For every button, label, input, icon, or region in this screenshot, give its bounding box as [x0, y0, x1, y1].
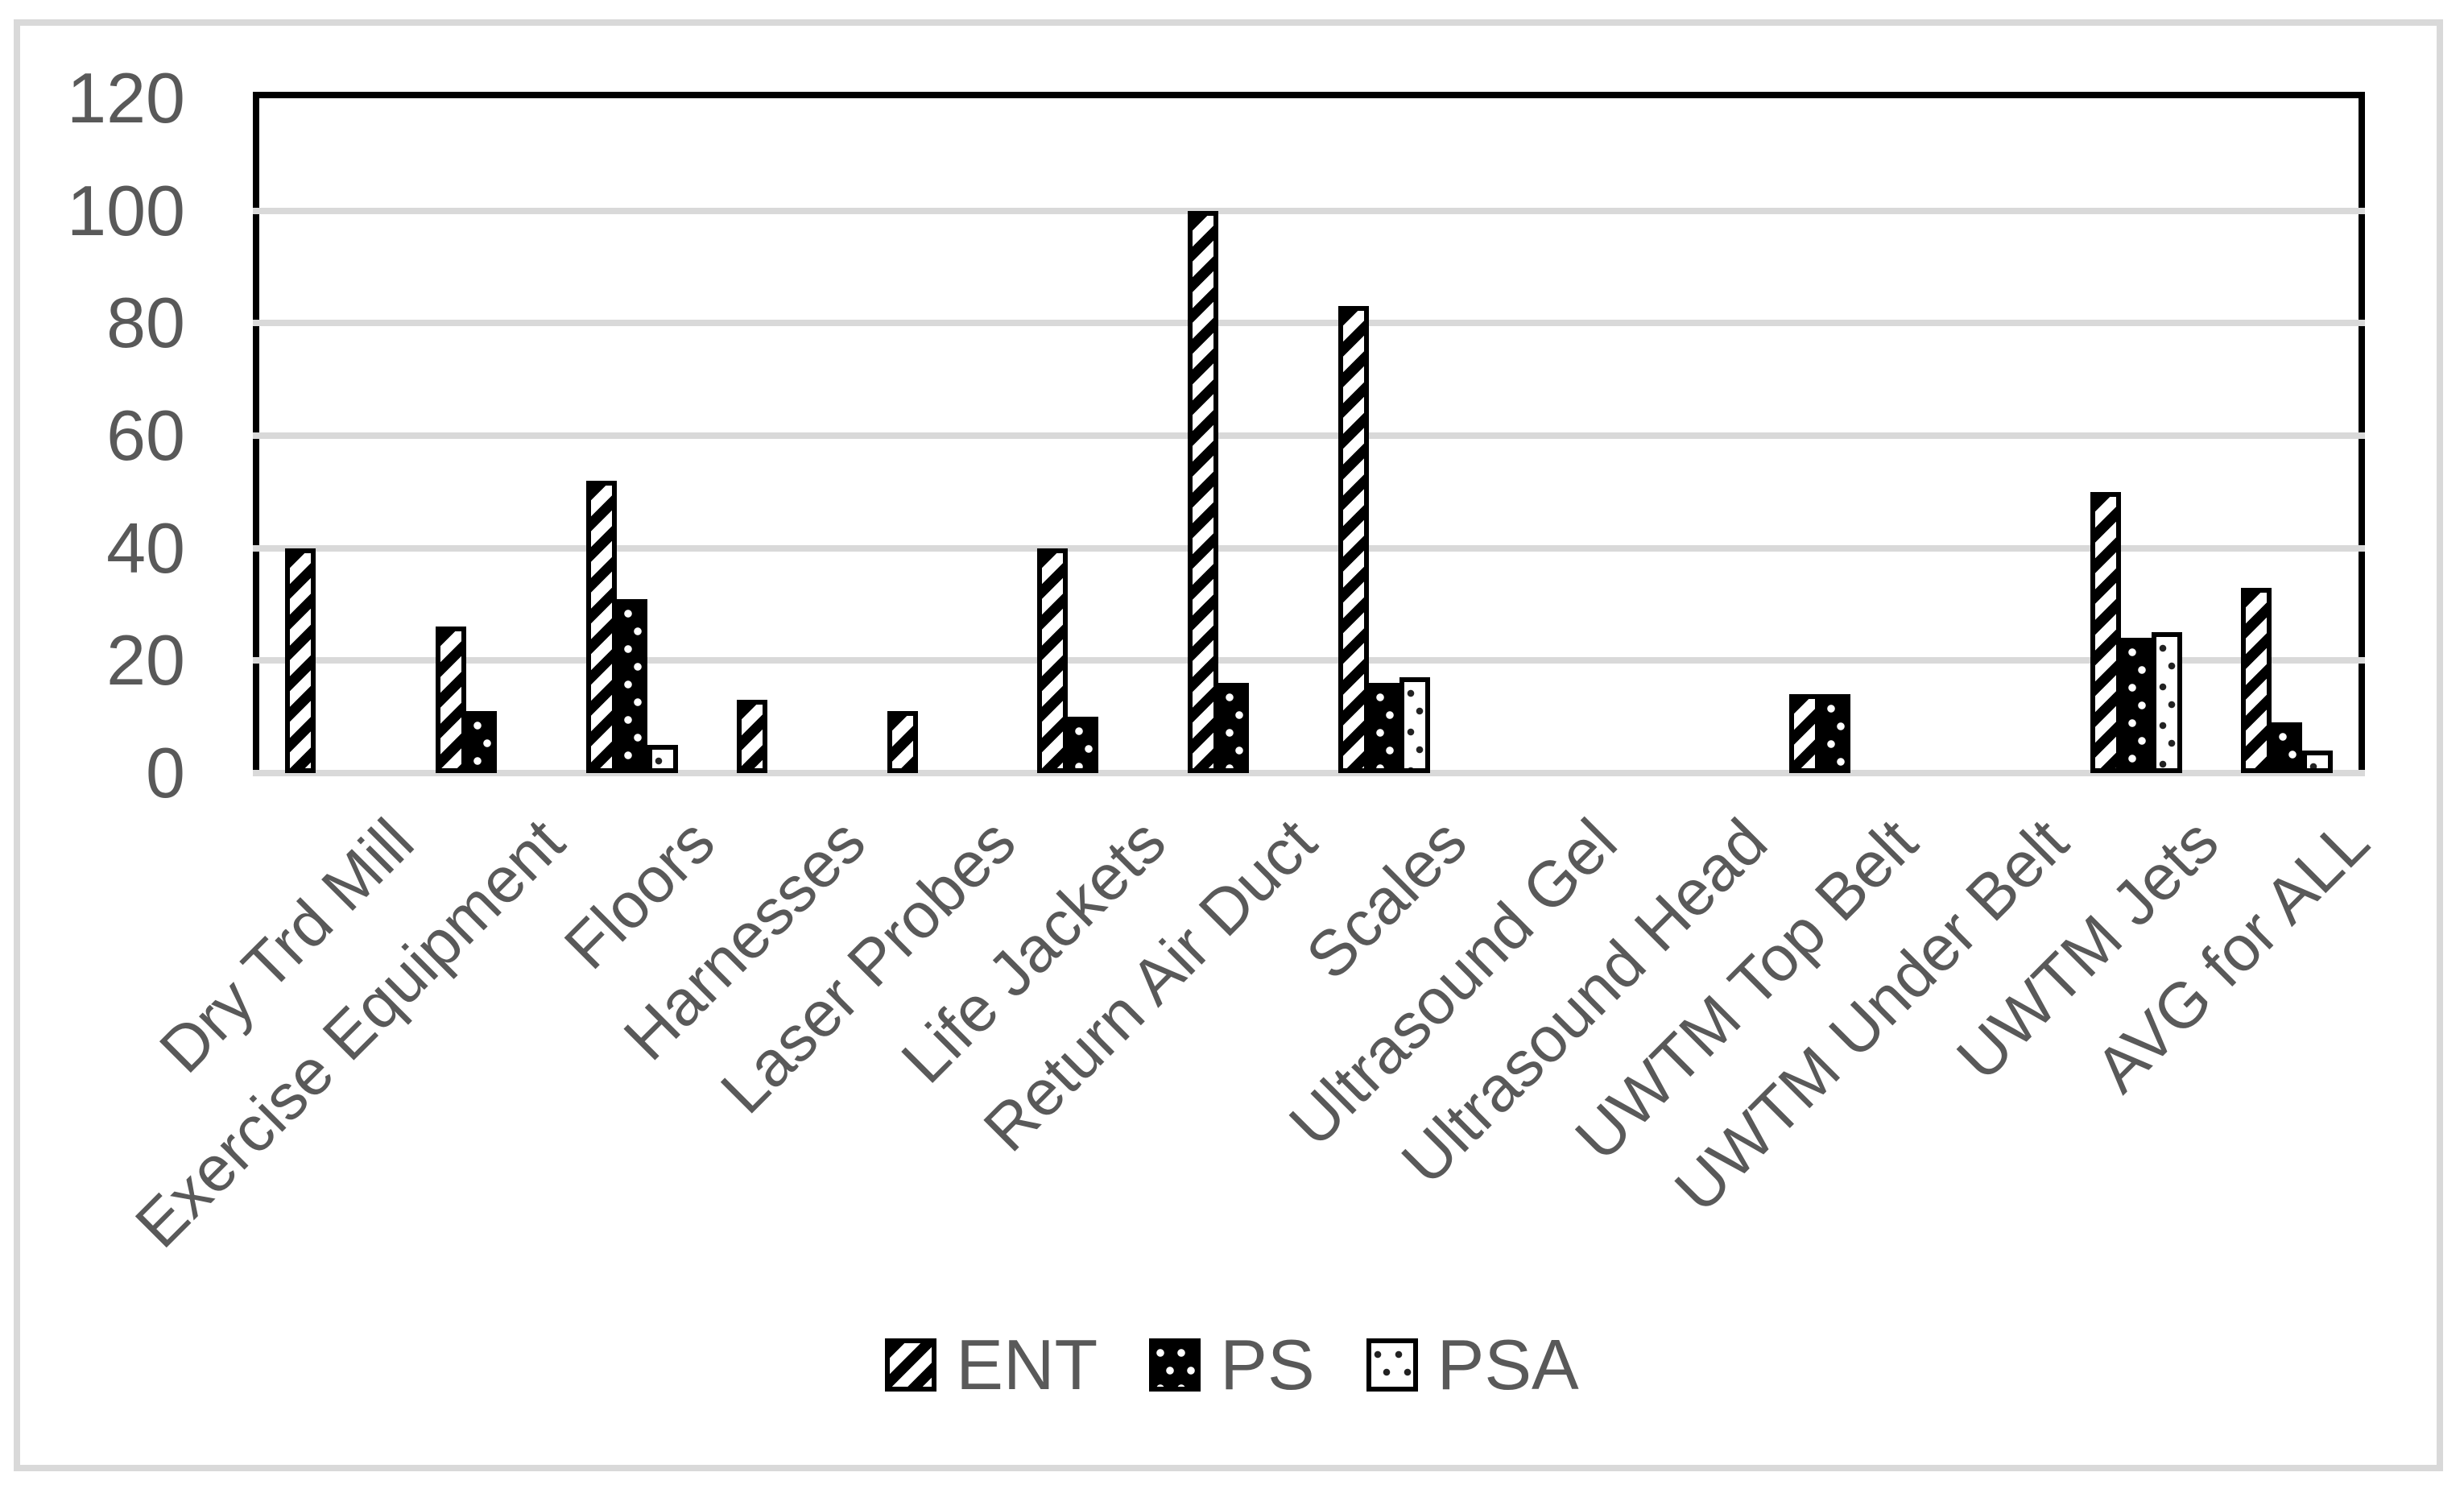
bar-ps [2272, 722, 2302, 773]
gridline [253, 432, 2365, 439]
gridline [253, 208, 2365, 214]
bar-ent [2241, 588, 2272, 773]
y-tick-label: 80 [106, 283, 185, 362]
bar-psa [1399, 677, 1430, 773]
y-tick-label: 60 [106, 395, 185, 475]
bar-ent [737, 700, 767, 773]
bar-ps [617, 599, 647, 773]
bar-ps [466, 711, 497, 773]
bar-ent [586, 481, 617, 773]
gridline [253, 545, 2365, 552]
bar-ps [1068, 717, 1098, 773]
plot-border-top [253, 92, 2365, 98]
bar-ent [2090, 492, 2121, 773]
gridline [253, 657, 2365, 664]
figure-border [14, 19, 2443, 1471]
bar-psa [2302, 751, 2333, 773]
y-tick-label: 100 [67, 171, 185, 250]
gridline [253, 320, 2365, 326]
legend-item-ent: ENT [885, 1330, 1098, 1400]
legend-swatch-ent-icon [885, 1338, 937, 1392]
y-tick-label: 0 [146, 733, 185, 813]
legend-label: PSA [1437, 1325, 1579, 1404]
legend: ENT PS PSA [0, 1329, 2464, 1401]
bar-psa [2152, 632, 2182, 773]
y-tick-label: 40 [106, 508, 185, 588]
y-tick-label: 120 [67, 58, 185, 138]
legend-swatch-ps-icon [1149, 1338, 1201, 1392]
bar-ps [1820, 694, 1850, 773]
bar-ent [436, 627, 466, 773]
gridline [253, 770, 2365, 776]
legend-label: ENT [956, 1325, 1098, 1404]
bar-ent [285, 548, 316, 773]
legend-item-ps: PS [1149, 1325, 1315, 1404]
y-tick-label: 20 [106, 620, 185, 700]
bar-ps [1218, 683, 1249, 773]
legend-item-psa: PSA [1366, 1330, 1579, 1400]
bar-ps [1369, 683, 1399, 773]
bar-ps [2121, 638, 2152, 773]
bar-ent [1037, 548, 1068, 773]
legend-swatch-psa-icon [1366, 1338, 1418, 1392]
legend-label: PS [1220, 1325, 1315, 1404]
bar-ent [887, 711, 918, 773]
bar-ent [1789, 694, 1820, 773]
bar-psa [647, 745, 678, 773]
bar-ent [1338, 306, 1369, 773]
bar-ent [1188, 211, 1218, 773]
